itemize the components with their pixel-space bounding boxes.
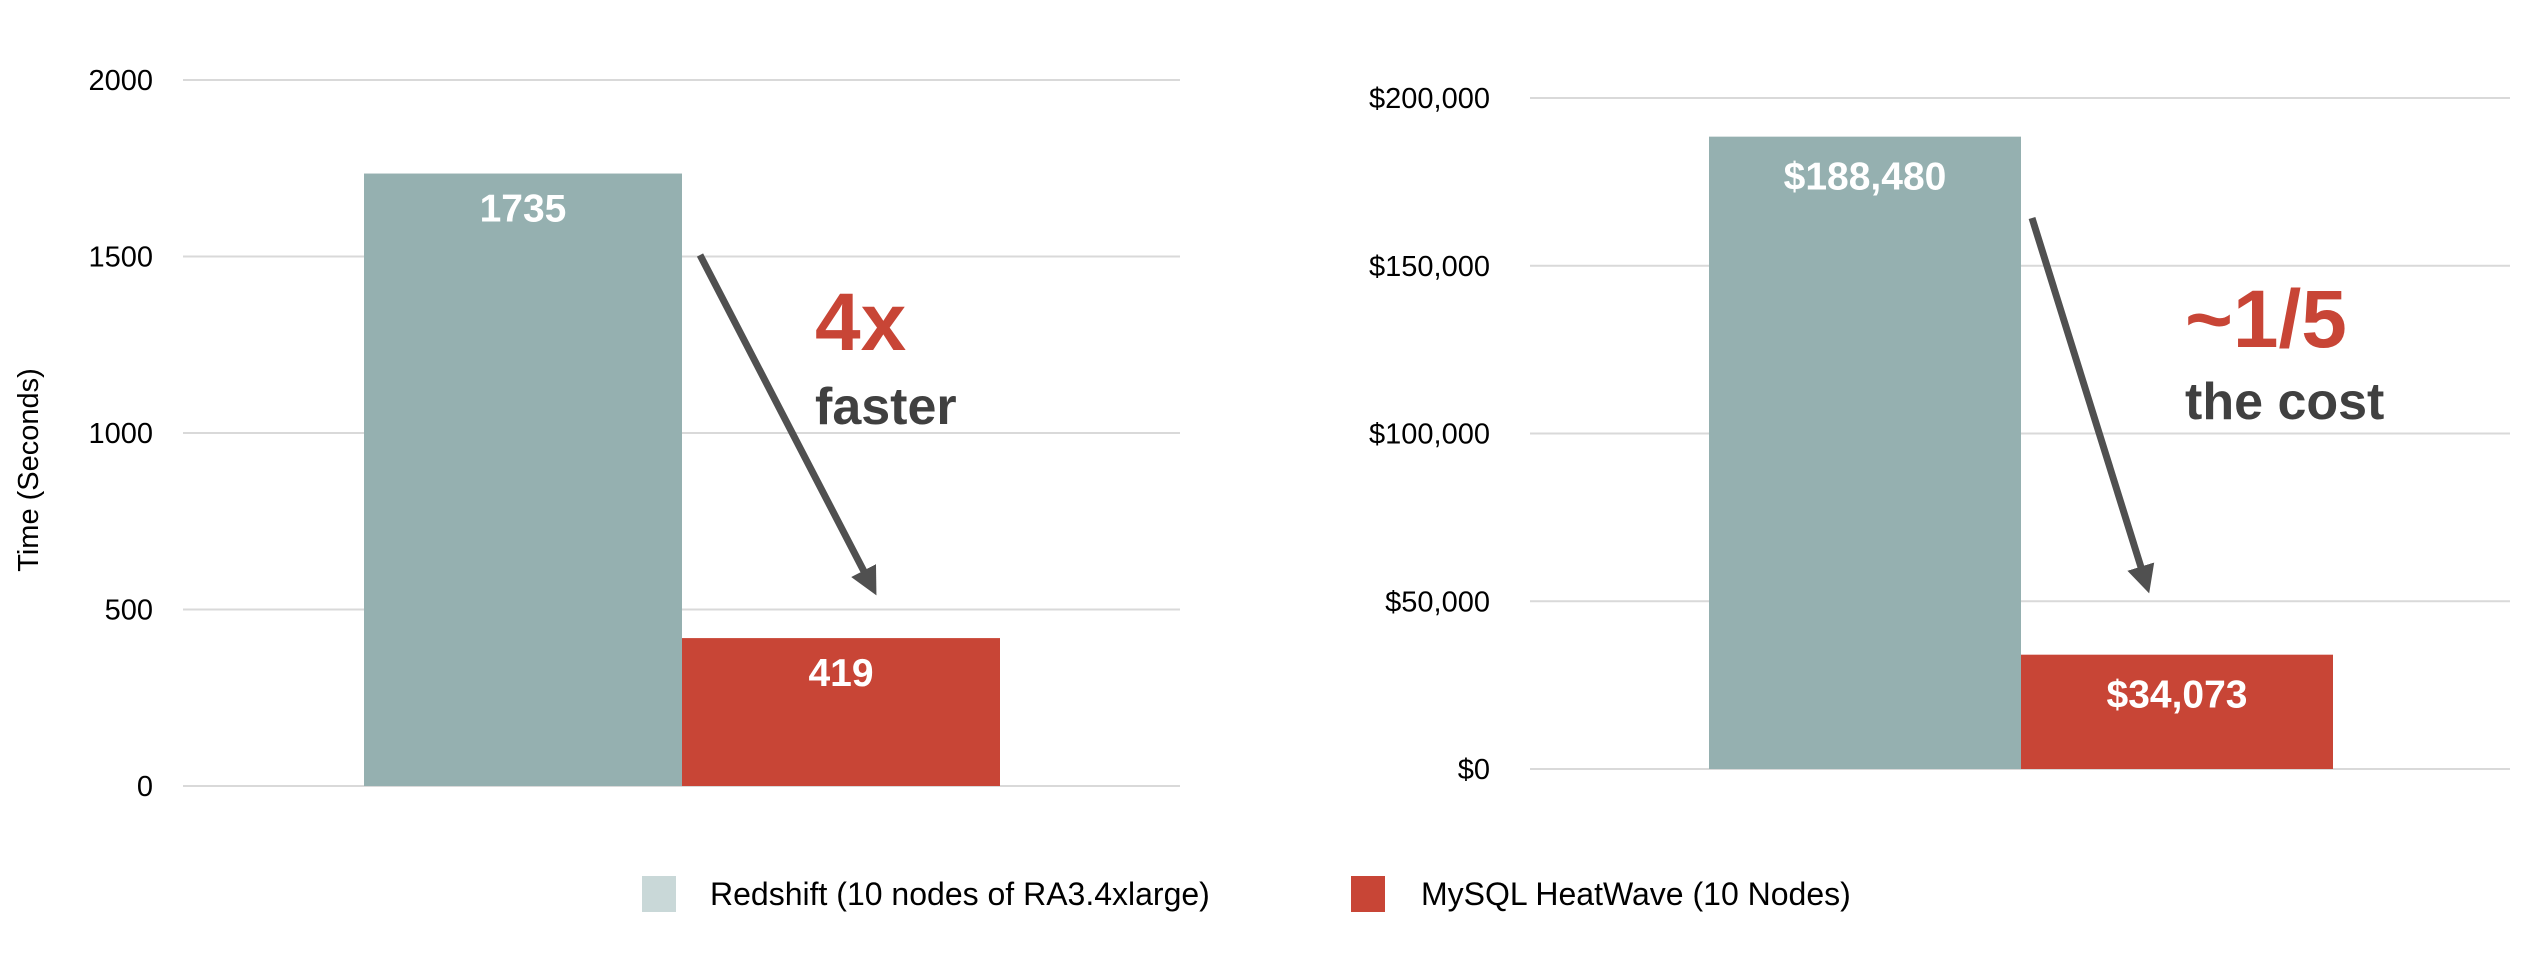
y-tick-label-1-4: $0 xyxy=(1458,754,1490,786)
y-tick-label-1-2: $100,000 xyxy=(1369,419,1490,451)
y-tick-label-1-1: $150,000 xyxy=(1369,251,1490,283)
heatwave-bar-1 xyxy=(2021,654,2333,769)
redshift-bar-1 xyxy=(1709,136,2021,769)
legend-swatch-1 xyxy=(1351,876,1385,912)
legend-label-0: Redshift (10 nodes of RA3.4xlarge) xyxy=(710,876,1210,912)
y-axis-title-0: Time (Seconds) xyxy=(13,368,45,572)
callout-headline-0: 4x xyxy=(815,277,906,368)
y-tick-label-0-0: 2000 xyxy=(88,65,153,97)
y-tick-label-0-4: 0 xyxy=(137,771,153,803)
callout-headline-1: ~1/5 xyxy=(2185,274,2347,365)
callout-subline-0: faster xyxy=(815,378,957,436)
legend-swatch-0 xyxy=(642,876,676,912)
legend-label-1: MySQL HeatWave (10 Nodes) xyxy=(1421,876,1851,912)
redshift-bar-label-0: 1735 xyxy=(480,188,567,231)
y-tick-label-0-1: 1500 xyxy=(88,242,153,274)
downward-arrow-0 xyxy=(696,253,877,596)
y-tick-label-0-3: 500 xyxy=(105,595,153,627)
redshift-bar-label-1: $188,480 xyxy=(1784,156,1947,199)
downward-arrow-1 xyxy=(2028,216,2155,594)
redshift-bar-0 xyxy=(364,173,682,787)
heatwave-bar-label-0: 419 xyxy=(808,652,873,695)
heatwave-bar-0 xyxy=(682,638,1000,786)
y-tick-label-0-2: 1000 xyxy=(88,418,153,450)
y-tick-label-1-0: $200,000 xyxy=(1369,83,1490,115)
callout-subline-1: the cost xyxy=(2185,373,2384,431)
heatwave-bar-label-1: $34,073 xyxy=(2107,674,2248,717)
y-tick-label-1-3: $50,000 xyxy=(1385,586,1490,618)
